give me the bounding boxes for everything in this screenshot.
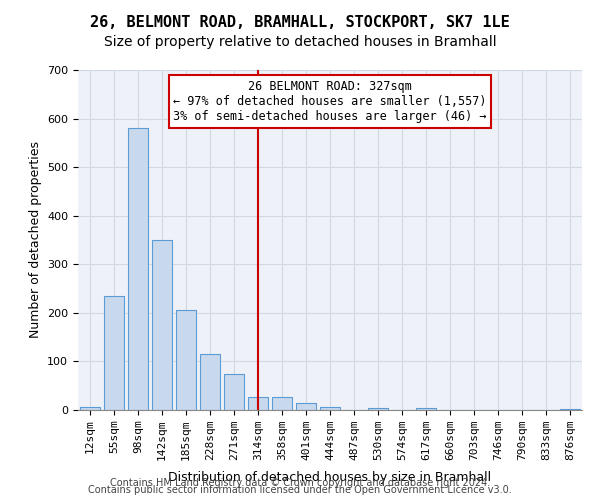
Bar bbox=[560, 408, 580, 410]
Text: 26, BELMONT ROAD, BRAMHALL, STOCKPORT, SK7 1LE: 26, BELMONT ROAD, BRAMHALL, STOCKPORT, S… bbox=[90, 15, 510, 30]
Bar bbox=[224, 374, 244, 410]
Bar bbox=[152, 240, 172, 410]
Bar bbox=[176, 310, 196, 410]
Text: Contains public sector information licensed under the Open Government Licence v3: Contains public sector information licen… bbox=[88, 485, 512, 495]
Y-axis label: Number of detached properties: Number of detached properties bbox=[29, 142, 41, 338]
Bar bbox=[296, 402, 316, 410]
Bar bbox=[272, 397, 292, 410]
Bar bbox=[416, 408, 436, 410]
Bar bbox=[80, 406, 100, 410]
Text: 26 BELMONT ROAD: 327sqm
← 97% of detached houses are smaller (1,557)
3% of semi-: 26 BELMONT ROAD: 327sqm ← 97% of detache… bbox=[173, 80, 487, 123]
Bar bbox=[320, 406, 340, 410]
Bar bbox=[248, 397, 268, 410]
Bar bbox=[368, 408, 388, 410]
Bar bbox=[200, 354, 220, 410]
Bar bbox=[128, 128, 148, 410]
Bar bbox=[104, 296, 124, 410]
Text: Contains HM Land Registry data © Crown copyright and database right 2024.: Contains HM Land Registry data © Crown c… bbox=[110, 478, 490, 488]
Text: Size of property relative to detached houses in Bramhall: Size of property relative to detached ho… bbox=[104, 35, 496, 49]
X-axis label: Distribution of detached houses by size in Bramhall: Distribution of detached houses by size … bbox=[169, 472, 491, 484]
